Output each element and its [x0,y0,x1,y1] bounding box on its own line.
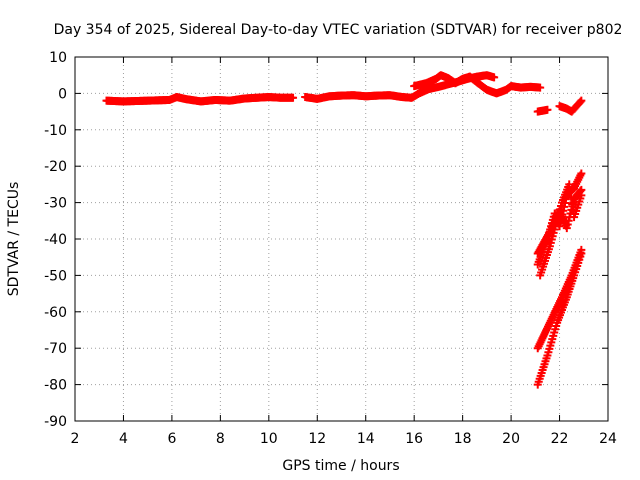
x-tick-label: 6 [167,431,176,447]
y-tick-label: 0 [58,86,67,102]
x-axis-label: GPS time / hours [282,458,399,474]
x-tick-label: 18 [454,431,472,447]
data-marks [102,71,586,389]
y-tick-label: -60 [44,305,67,321]
x-tick-label: 14 [357,431,375,447]
y-tick-label: -30 [44,196,67,212]
x-tick-label: 4 [119,431,128,447]
data-point [577,191,586,200]
y-tick-label: -70 [44,341,67,357]
data-point [543,105,552,114]
y-tick-label: -10 [44,123,67,139]
data-point [577,96,586,105]
data-point [576,187,585,196]
y-axis-label: SDTVAR / TECUs [6,182,22,297]
data-point [577,249,586,258]
y-tick-label: -40 [44,232,67,248]
data-point [289,93,298,102]
chart-title: Day 354 of 2025, Sidereal Day-to-day VTE… [54,22,623,38]
y-tick-label: -90 [44,414,67,430]
y-tick-label: -20 [44,159,67,175]
x-tick-label: 12 [308,431,326,447]
x-tick-label: 2 [71,431,80,447]
data-point [490,73,499,82]
y-axis-ticks: 10 0 -10 -20 -30 -40 -50 -60 -70 -80 -90 [44,50,608,430]
y-tick-label: 10 [49,50,67,66]
x-tick-label: 8 [216,431,225,447]
data-point [577,169,586,178]
y-tick-label: -50 [44,268,67,284]
x-tick-label: 24 [599,431,617,447]
x-tick-label: 22 [551,431,569,447]
x-axis-ticks: 2 4 6 8 10 12 14 16 18 20 22 24 [71,57,617,447]
y-tick-label: -80 [44,378,67,394]
data-point [536,83,545,92]
x-tick-label: 20 [502,431,520,447]
grid-lines [75,57,608,421]
x-tick-label: 10 [260,431,278,447]
x-tick-label: 16 [405,431,423,447]
